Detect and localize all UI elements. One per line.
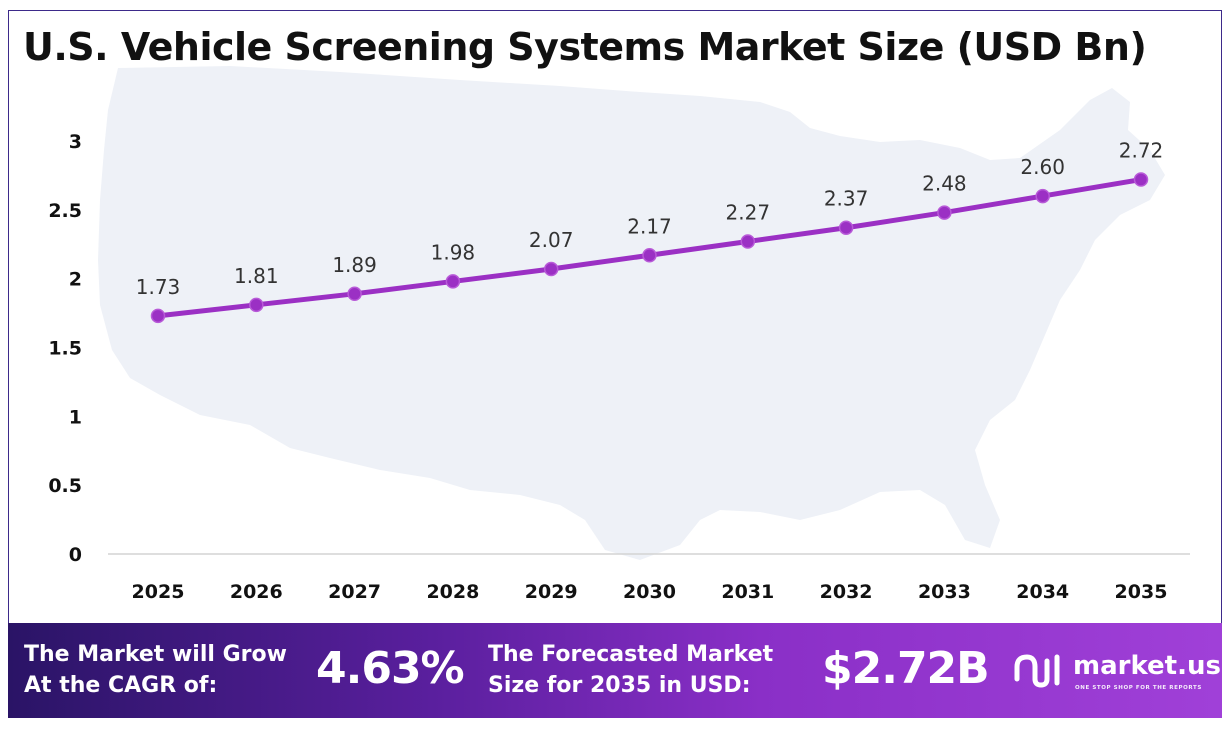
- y-tick-label: 0: [69, 544, 82, 566]
- data-point: [249, 297, 264, 313]
- x-tick-label: 2033: [918, 581, 971, 603]
- data-point: [543, 261, 559, 277]
- forecast-value: $2.72B: [822, 643, 990, 694]
- x-tick-label: 2028: [426, 581, 479, 603]
- data-point: [150, 308, 166, 324]
- data-label: 1.98: [431, 240, 476, 264]
- x-tick-label: 2034: [1016, 581, 1069, 603]
- brand[interactable]: market.us ONE STOP SHOP FOR THE REPORTS: [1013, 647, 1221, 697]
- y-tick-label: 3: [69, 131, 82, 153]
- data-point: [347, 286, 362, 302]
- x-tick-label: 2026: [230, 581, 283, 603]
- data-points: [150, 172, 1149, 324]
- line-chart: 00.511.522.53 2025 2026 2027 2028 2029 2030 20…: [48, 66, 1190, 603]
- x-tick-label: 2032: [820, 581, 873, 603]
- data-point: [642, 248, 657, 263]
- y-axis: 0 0.5 1 1.5 2 2.5 3: [48, 131, 82, 566]
- data-label: 1.81: [234, 264, 279, 288]
- data-labels: 1.73 1.81 1.89 1.98 2.07 2.17 2.27 2.37 2.48 2.60…: [136, 139, 1164, 299]
- data-label: 1.89: [332, 253, 377, 277]
- data-label: 2.27: [726, 200, 771, 224]
- data-label: 2.07: [529, 228, 574, 252]
- brand-name: market.us: [1073, 651, 1221, 681]
- data-label: 1.73: [136, 275, 181, 299]
- x-tick-label: 2025: [132, 581, 185, 603]
- x-tick-label: 2029: [525, 581, 578, 603]
- data-point: [1133, 172, 1149, 187]
- x-tick-label: 2030: [623, 581, 676, 603]
- y-tick-label: 2.5: [48, 200, 82, 222]
- data-point: [937, 205, 952, 220]
- cagr-label-line2: At the CAGR of:: [24, 673, 218, 698]
- data-label: 2.37: [824, 187, 869, 211]
- y-tick-label: 1.5: [48, 338, 82, 360]
- forecast-label: The Forecasted Market Size for 2035 in U…: [488, 639, 773, 701]
- data-label: 2.48: [922, 172, 967, 196]
- data-point: [1035, 188, 1050, 204]
- x-tick-label: 2031: [721, 581, 774, 603]
- x-axis: 2025 2026 2027 2028 2029 2030 2031 2032 2033 2034…: [132, 581, 1168, 603]
- data-point: [445, 274, 461, 289]
- forecast-label-line1: The Forecasted Market: [488, 642, 774, 667]
- y-tick-label: 1: [69, 406, 82, 428]
- chart-title: U.S. Vehicle Screening Systems Market Si…: [23, 25, 1147, 69]
- us-map-silhouette-icon: [98, 66, 1165, 560]
- data-label: 2.72: [1119, 139, 1164, 163]
- data-point: [740, 234, 756, 249]
- footer-banner: The Market will Grow At the CAGR of: 4.6…: [8, 623, 1222, 718]
- data-label: 2.17: [627, 214, 672, 238]
- cagr-value: 4.63%: [316, 643, 465, 694]
- data-label: 2.60: [1020, 155, 1065, 179]
- x-tick-label: 2027: [328, 581, 381, 603]
- market-us-logo-icon: [1014, 654, 1060, 688]
- x-tick-label: 2035: [1115, 581, 1168, 603]
- y-tick-label: 2: [69, 269, 82, 291]
- brand-tagline: ONE STOP SHOP FOR THE REPORTS: [1075, 685, 1202, 691]
- forecast-label-line2: Size for 2035 in USD:: [488, 673, 751, 698]
- y-tick-label: 0.5: [48, 475, 82, 497]
- data-point: [838, 220, 854, 235]
- cagr-label: The Market will Grow At the CAGR of:: [24, 639, 287, 701]
- cagr-label-line1: The Market will Grow: [24, 642, 287, 667]
